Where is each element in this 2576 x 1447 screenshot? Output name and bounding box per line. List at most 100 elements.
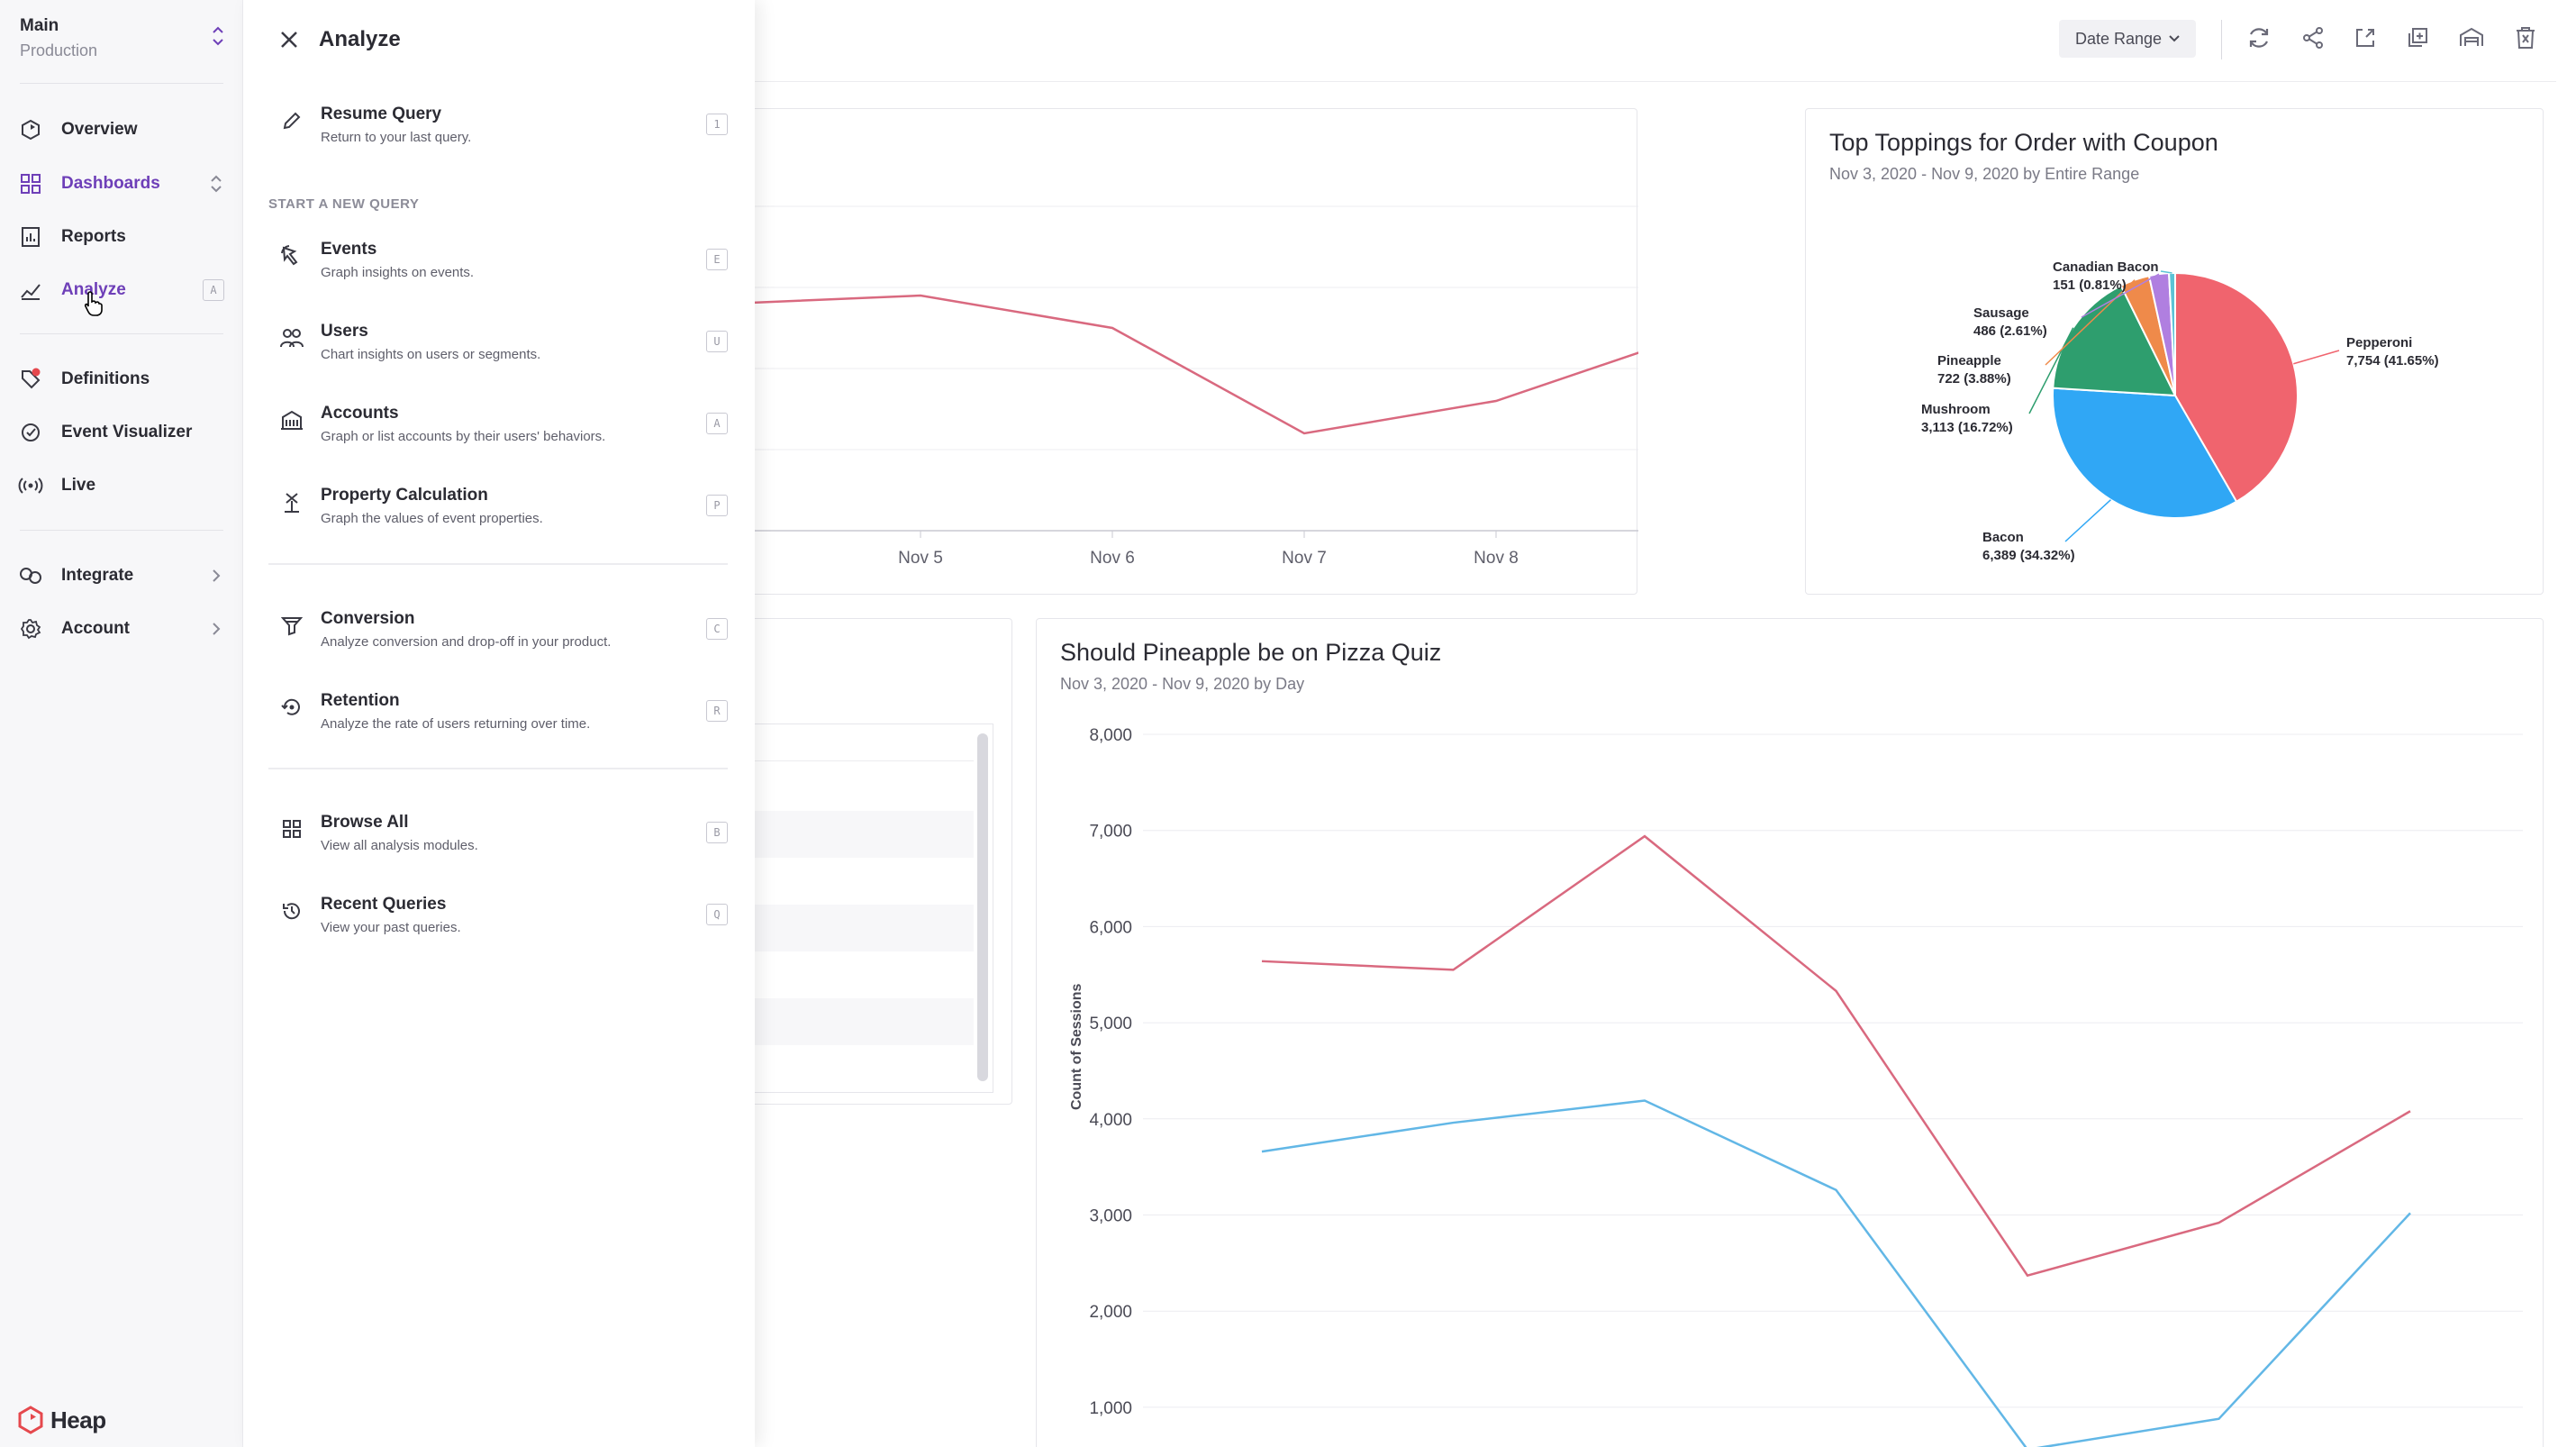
item-description: Return to your last query.: [321, 130, 472, 145]
item-description: Analyze the rate of users returning over…: [321, 716, 591, 732]
pie-label-name: Pepperoni: [2346, 335, 2412, 350]
sidebar-item-dashboards[interactable]: Dashboards: [18, 166, 225, 202]
item-description: Graph or list accounts by their users' b…: [321, 429, 606, 444]
toolbar-divider: [755, 81, 2556, 82]
sidebar-item-label: Integrate: [61, 566, 134, 585]
funnel-icon: [279, 613, 304, 638]
item-description: Chart insights on users or segments.: [321, 347, 541, 362]
history-icon: [279, 898, 304, 924]
shortcut-badge: P: [706, 495, 728, 516]
item-title: Retention: [321, 691, 400, 710]
refresh-button[interactable]: [2245, 23, 2273, 52]
close-icon[interactable]: [279, 30, 299, 50]
sidebar-item-integrate[interactable]: Integrate: [18, 558, 225, 594]
sidebar-item-label: Live: [61, 476, 96, 495]
copy-icon: [2408, 28, 2427, 47]
property-calculation-item[interactable]: Property Calculation Graph the values of…: [268, 482, 728, 540]
item-title: Browse All: [321, 813, 409, 832]
pie-slice-pepperoni[interactable]: [2174, 271, 2299, 504]
panel-divider: [268, 768, 728, 769]
accounts-item[interactable]: Accounts Graph or list accounts by their…: [268, 400, 728, 458]
pie-label-name: Mushroom: [1921, 402, 1991, 417]
sidebar-item-label: Analyze: [61, 280, 126, 299]
y-tick-label: 4,000: [1089, 1111, 1132, 1130]
panel-divider: [268, 563, 728, 565]
chevron-updown-icon: [213, 26, 223, 46]
leader-line: [2028, 327, 2074, 414]
pie-slice-bacon[interactable]: [2052, 387, 2238, 519]
sidebar-item-label: Event Visualizer: [61, 423, 193, 441]
pie-label-value: 7,754 (41.65%): [2346, 353, 2439, 369]
item-title: Events: [321, 240, 377, 259]
pie-label-value: 486 (2.61%): [1973, 323, 2047, 339]
item-title: Property Calculation: [321, 486, 488, 505]
subscribe-button[interactable]: [2457, 23, 2486, 52]
pie-label-value: 6,389 (34.32%): [1982, 548, 2075, 563]
item-title: Accounts: [321, 404, 399, 423]
shortcut-badge: U: [706, 331, 728, 352]
analyze-panel: Analyze Resume Query Return to your last…: [243, 0, 755, 1447]
share-button[interactable]: [2299, 23, 2327, 52]
delete-button[interactable]: [2511, 23, 2540, 52]
conversion-item[interactable]: Conversion Analyze conversion and drop-o…: [268, 605, 728, 663]
x-tick-label: Nov 7: [1282, 549, 1327, 568]
sidebar-item-reports[interactable]: Reports: [18, 219, 225, 255]
y-tick-label: 2,000: [1089, 1303, 1132, 1322]
sidebar-item-overview[interactable]: Overview: [18, 112, 225, 148]
users-item[interactable]: Users Chart insights on users or segment…: [268, 318, 728, 376]
chevron-updown-icon: [211, 175, 222, 193]
definitions-icon: [18, 367, 43, 392]
item-description: Analyze conversion and drop-off in your …: [321, 634, 612, 650]
environment-selector[interactable]: Main Production: [20, 16, 225, 67]
sidebar-item-account[interactable]: Account: [18, 611, 225, 647]
table-container: [738, 724, 993, 1093]
y-tick-label: 6,000: [1089, 918, 1132, 937]
users-icon: [279, 325, 304, 350]
shortcut-badge: 1: [706, 114, 728, 135]
shortcut-badge: E: [706, 249, 728, 270]
gear-icon: [18, 616, 43, 642]
leader-line: [2160, 270, 2172, 274]
date-range-dropdown[interactable]: Date Range: [2059, 20, 2196, 58]
section-label: START A NEW QUERY: [268, 196, 420, 212]
export-icon: [2356, 29, 2374, 47]
export-button[interactable]: [2351, 23, 2380, 52]
resume-query-item[interactable]: Resume Query Return to your last query. …: [268, 101, 728, 159]
sidebar-item-event-visualizer[interactable]: Event Visualizer: [18, 414, 225, 450]
x-tick-label: Nov 6: [1090, 549, 1135, 568]
table-card[interactable]: [737, 618, 1012, 1105]
toolbar-separator: [2221, 20, 2222, 59]
card-subtitle: Nov 3, 2020 - Nov 9, 2020 by Entire Rang…: [1829, 165, 2140, 183]
retention-item[interactable]: Retention Analyze the rate of users retu…: [268, 687, 728, 745]
subscribe-icon: [2460, 27, 2483, 46]
card-title: Top Toppings for Order with Coupon: [1829, 129, 2218, 156]
sidebar-item-analyze[interactable]: Analyze A: [18, 272, 225, 308]
pie-chart-card[interactable]: Top Toppings for Order with Coupon Nov 3…: [1805, 108, 2544, 595]
recent-queries-item[interactable]: Recent Queries View your past queries. Q: [268, 891, 728, 949]
y-tick-label: 8,000: [1089, 726, 1132, 745]
browse-all-item[interactable]: Browse All View all analysis modules. B: [268, 809, 728, 867]
heap-logo-icon: [18, 1406, 43, 1434]
dashboards-icon: [18, 171, 43, 196]
heap-logo[interactable]: Heap: [18, 1404, 106, 1436]
reports-icon: [18, 224, 43, 250]
line-chart: 8,000 7,000 6,000 5,000 4,000 3,000 2,000 1,000: [1089, 726, 2523, 1447]
sidebar-item-definitions[interactable]: Definitions: [18, 361, 225, 397]
sidebar-item-live[interactable]: Live: [18, 468, 225, 504]
events-item[interactable]: Events Graph insights on events. E: [268, 236, 728, 294]
refresh-icon: [2249, 28, 2269, 48]
chevron-down-icon: [2169, 35, 2180, 42]
copy-dashboard-button[interactable]: [2403, 23, 2432, 52]
quiz-chart-card[interactable]: Should Pineapple be on Pizza Quiz Nov 3,…: [1036, 618, 2544, 1447]
leader-line: [2064, 499, 2111, 542]
scrollbar[interactable]: [977, 733, 988, 1081]
table-header-line: [738, 760, 974, 761]
shortcut-badge: C: [706, 618, 728, 640]
chevron-right-icon: [213, 569, 221, 582]
x-tick-label: Nov 5: [898, 549, 943, 568]
item-description: Graph insights on events.: [321, 265, 475, 280]
item-description: Graph the values of event properties.: [321, 511, 543, 526]
